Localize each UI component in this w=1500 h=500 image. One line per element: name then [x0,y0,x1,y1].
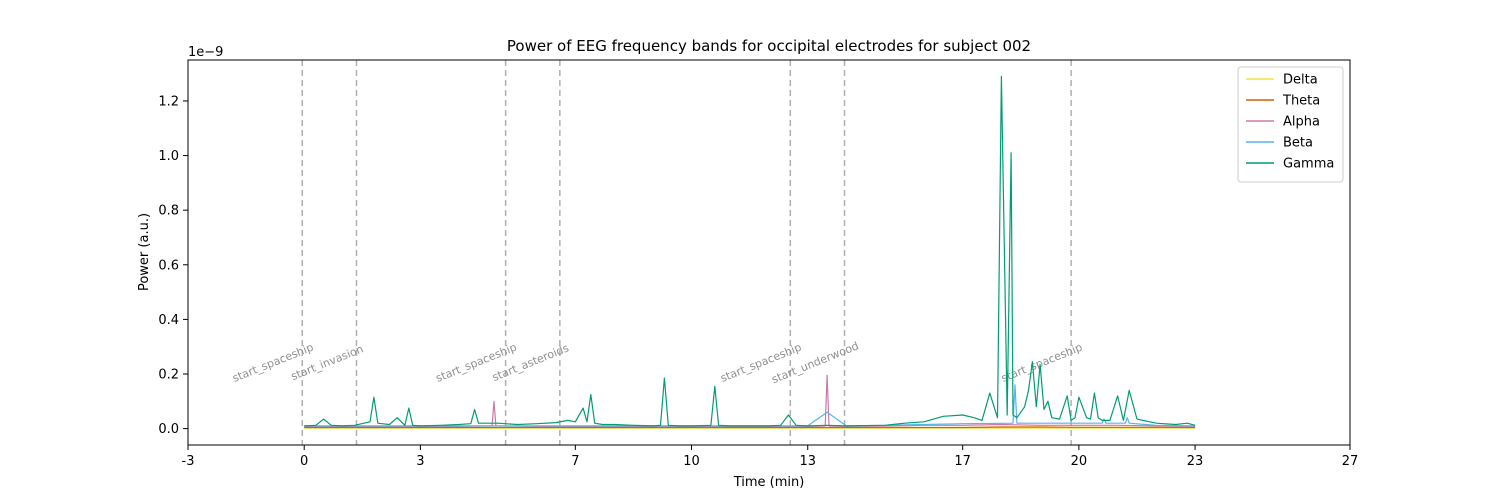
y-tick-label: 0.8 [158,204,179,219]
legend: Delta Theta Alpha Beta Gamma [1237,66,1344,183]
y-tick-label: 0.4 [158,313,179,328]
x-tick-label: 10 [683,454,700,469]
x-tick-label: 23 [1187,454,1204,469]
x-tick-label: 27 [1342,454,1359,469]
legend-label-delta: Delta [1283,73,1318,88]
legend-box [1237,66,1344,183]
plot-frame [187,59,1351,446]
x-axis-label: Time (min) [733,475,805,490]
series-line-theta [304,426,1196,429]
legend-label-theta: Theta [1282,94,1320,109]
y-axis-offset-text: 1e−9 [188,45,223,60]
x-tick-label: 0 [300,454,308,469]
legend-label-alpha: Alpha [1283,115,1320,130]
y-tick-label: 0.2 [158,368,179,383]
y-axis-label: Power (a.u.) [137,213,152,291]
legend-label-gamma: Gamma [1283,157,1334,172]
x-tick-label: 7 [571,454,579,469]
y-tick-label: 0.0 [158,422,179,437]
y-tick-label: 1.0 [158,149,179,164]
x-tick-label: 3 [416,454,424,469]
x-tick-label: -3 [182,454,195,469]
x-tick-label: 13 [799,454,816,469]
y-tick-label: 1.2 [158,94,179,109]
series-lines [304,75,1196,429]
legend-label-beta: Beta [1283,136,1313,151]
y-tick-label: 0.6 [158,258,179,273]
x-tick-label: 20 [1071,454,1088,469]
series-line-gamma [304,75,1196,427]
y-axis: 0.0 0.2 0.4 0.6 0.8 1.0 1.2 [158,94,188,437]
x-tick-label: 17 [954,454,971,469]
chart-title: Power of EEG frequency bands for occipit… [507,37,1031,55]
x-axis: -3 0 3 7 10 13 17 20 23 27 [182,445,1359,469]
